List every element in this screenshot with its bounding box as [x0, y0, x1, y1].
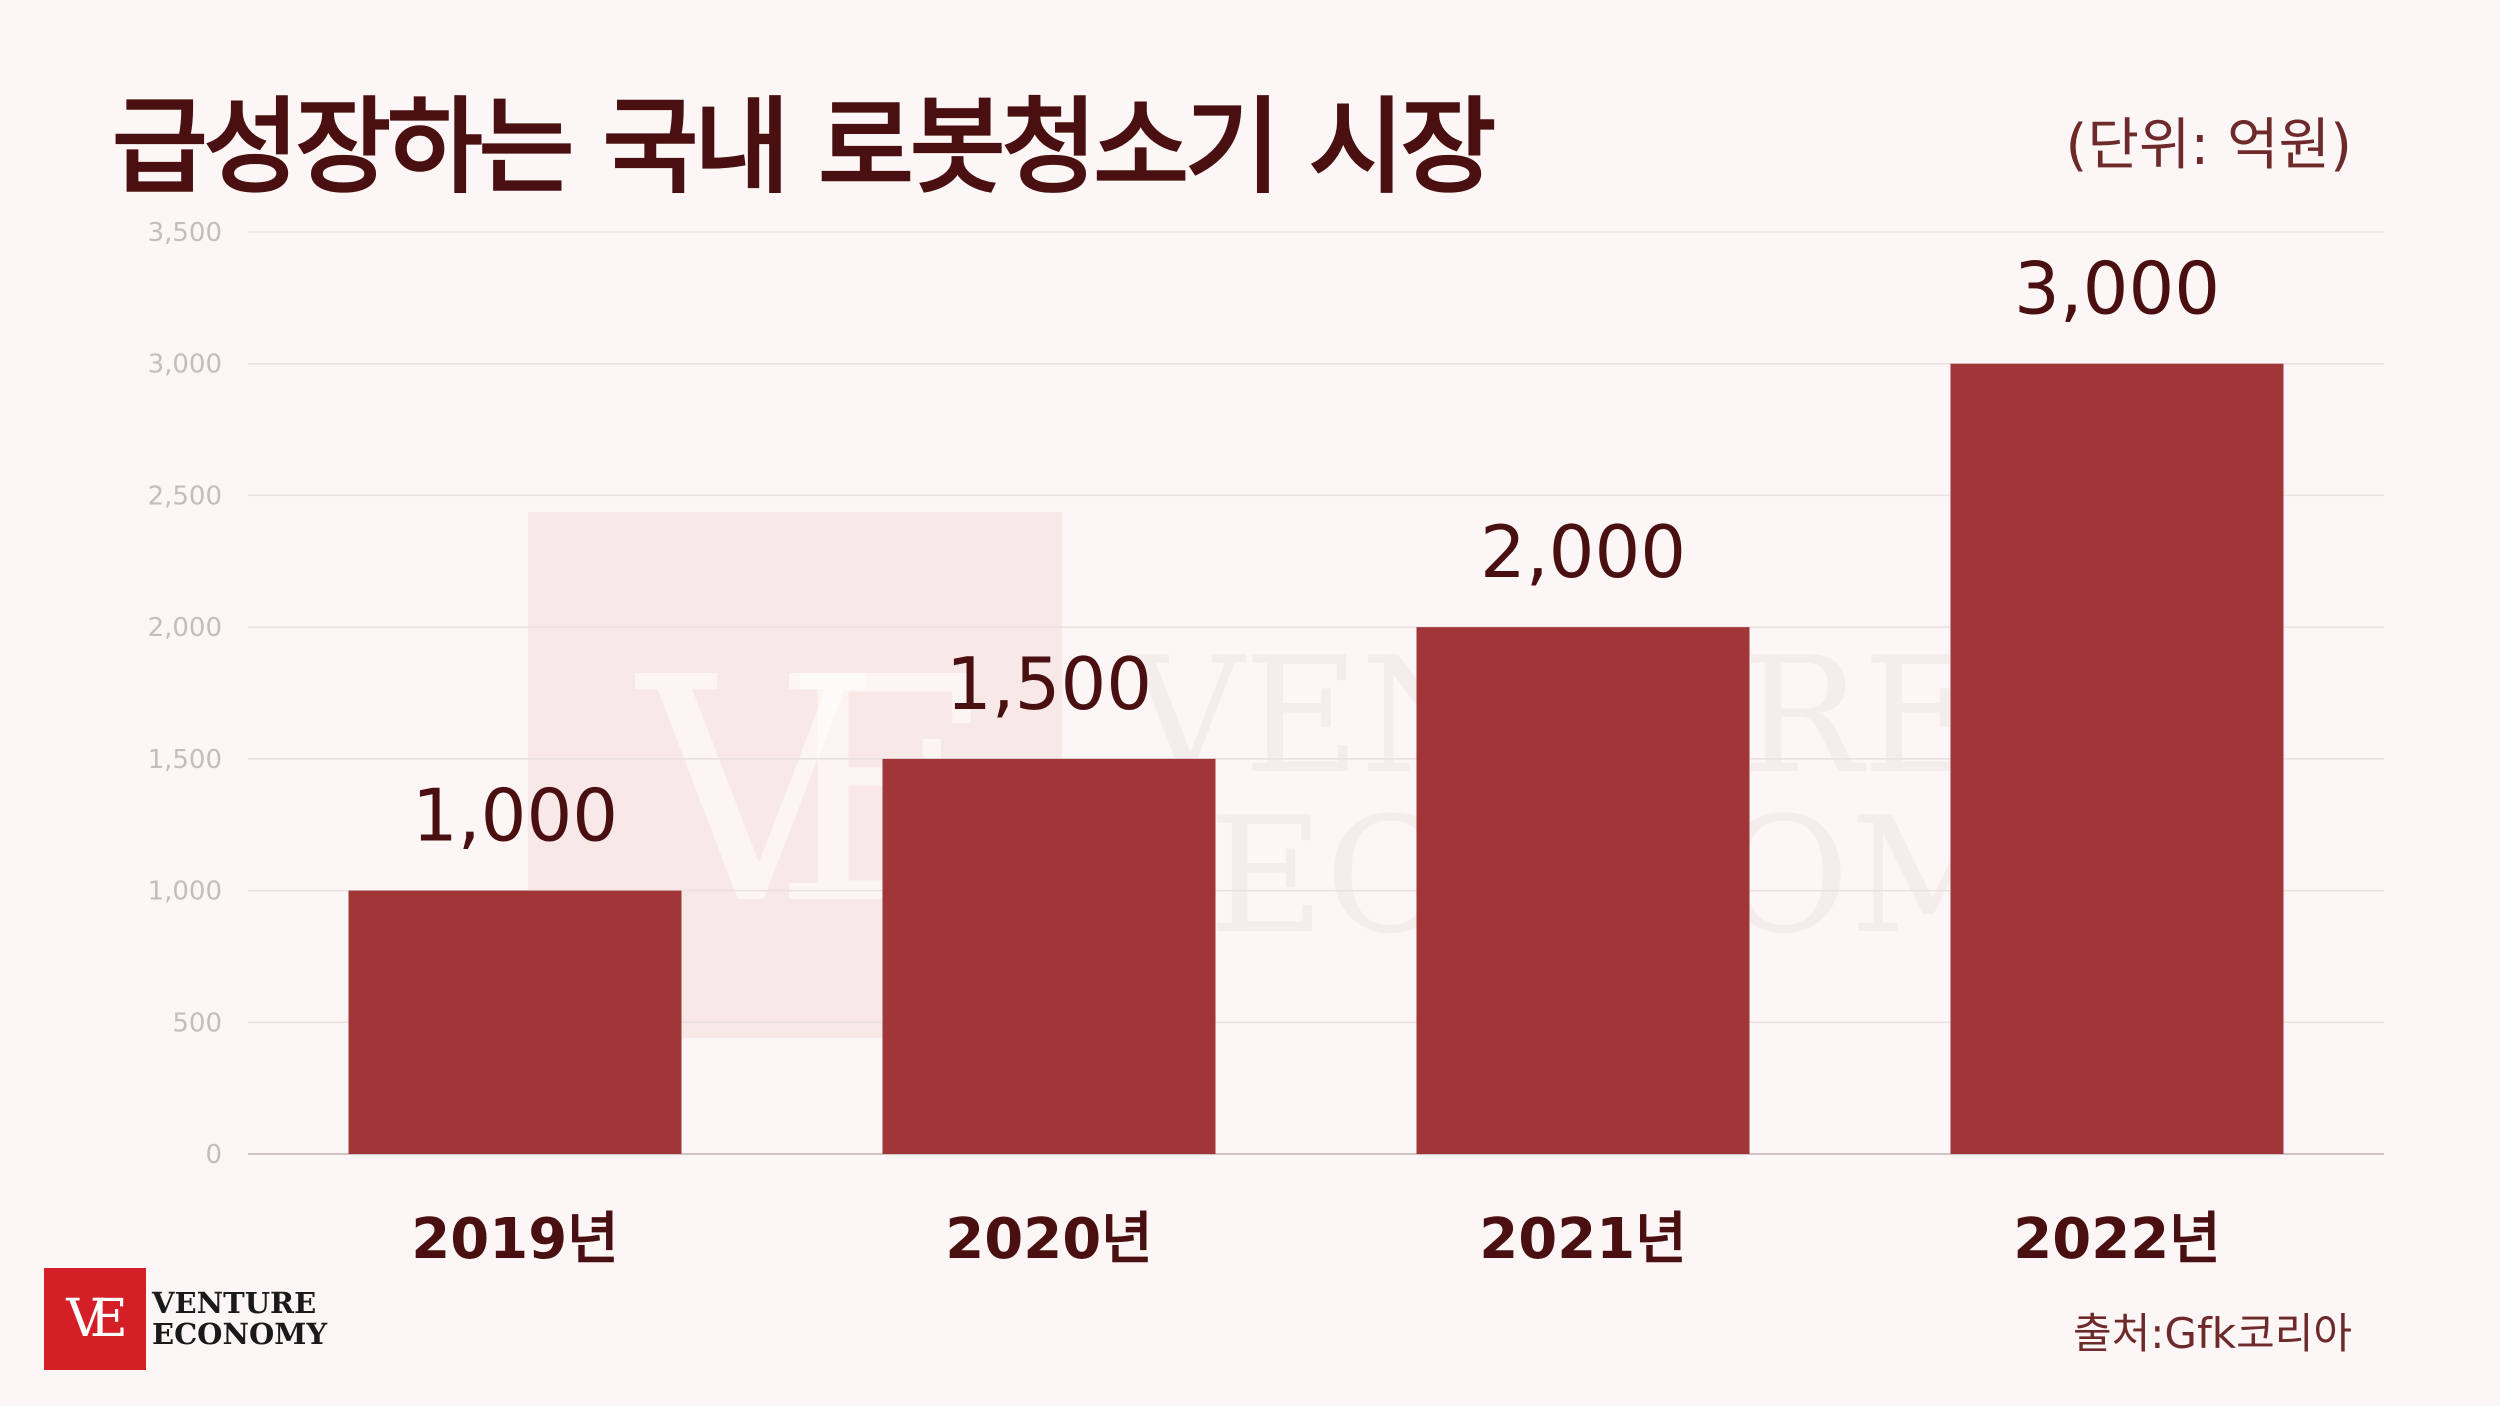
y-tick-label: 2,500 [148, 481, 222, 511]
bar [1950, 363, 2284, 1154]
chart-title: 급성장하는 국내 로봇청소기 시장 [112, 86, 1496, 208]
x-axis-labels: 2019년 2020년 2021년 2022년 [411, 1207, 2220, 1272]
bars [348, 363, 2284, 1154]
value-label: 1,500 [946, 642, 1152, 726]
logo-line2: ECONOMY [152, 1317, 328, 1351]
category-label: 2021년 [1479, 1207, 1686, 1272]
y-axis-ticks: 0 500 1,000 1,500 2,000 2,500 3,000 3,500 [148, 218, 222, 1170]
category-label: 2022년 [2013, 1207, 2220, 1272]
logo-mark: VE [44, 1268, 146, 1370]
value-label: 1,000 [412, 774, 618, 858]
bar [348, 890, 682, 1154]
value-label: 3,000 [2014, 247, 2220, 331]
y-tick-label: 2,000 [148, 613, 222, 643]
category-label: 2019년 [411, 1207, 618, 1272]
logo-line1: VENTURE [152, 1286, 317, 1320]
y-tick-label: 1,000 [148, 877, 222, 907]
category-label: 2020년 [945, 1207, 1152, 1272]
y-tick-label: 1,500 [148, 745, 222, 775]
value-labels: 1,000 1,500 2,000 3,000 [412, 247, 2220, 858]
y-tick-label: 500 [172, 1008, 222, 1038]
unit-note: (단위: 억원) [2065, 113, 2352, 178]
source-note: 출처:Gfk코리아 [2072, 1309, 2352, 1358]
value-label: 2,000 [1480, 510, 1686, 594]
y-tick-label: 0 [205, 1140, 222, 1170]
logo-wordmark: VENTURE ECONOMY [152, 1288, 327, 1350]
bar [882, 758, 1216, 1154]
venture-economy-logo: VE VENTURE ECONOMY [44, 1268, 327, 1370]
bar [1416, 627, 1750, 1154]
y-tick-label: 3,500 [148, 218, 222, 248]
y-tick-label: 3,000 [148, 350, 222, 380]
